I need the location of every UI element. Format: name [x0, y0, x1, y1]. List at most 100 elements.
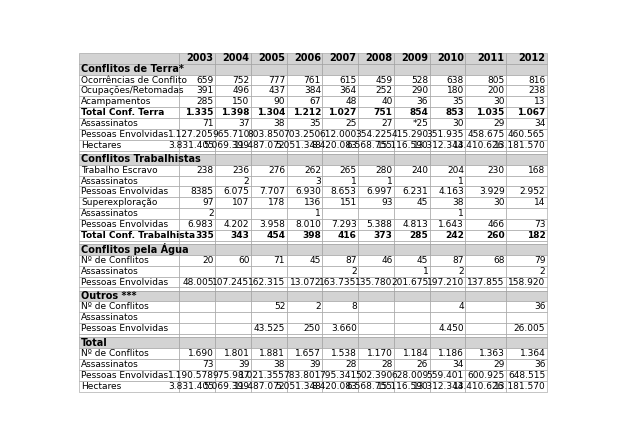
- Bar: [506, 129, 547, 140]
- Bar: [394, 96, 430, 107]
- Text: Total Conf. Trabalhista: Total Conf. Trabalhista: [81, 231, 195, 240]
- Text: 35: 35: [310, 119, 321, 128]
- Bar: [430, 334, 465, 337]
- Text: Assassinatos: Assassinatos: [81, 267, 138, 276]
- Text: 364: 364: [339, 86, 356, 95]
- Text: 454: 454: [266, 231, 285, 240]
- Bar: [215, 287, 251, 290]
- Bar: [79, 85, 179, 96]
- Bar: [358, 219, 394, 230]
- Bar: [322, 151, 358, 154]
- Bar: [79, 208, 179, 219]
- Bar: [322, 255, 358, 266]
- Bar: [394, 381, 430, 392]
- Bar: [287, 301, 322, 312]
- Bar: [430, 53, 465, 64]
- Text: 13.181.570: 13.181.570: [494, 381, 545, 391]
- Text: 1: 1: [458, 209, 464, 218]
- Bar: [79, 277, 179, 287]
- Bar: [79, 154, 179, 165]
- Text: 4.202: 4.202: [224, 220, 250, 229]
- Bar: [506, 140, 547, 151]
- Bar: [358, 165, 394, 176]
- Text: 3.831.405: 3.831.405: [168, 381, 214, 391]
- Bar: [79, 323, 179, 334]
- Text: 168: 168: [528, 165, 545, 175]
- Bar: [287, 187, 322, 198]
- Text: 79: 79: [534, 256, 545, 265]
- Text: 6.930: 6.930: [295, 187, 321, 196]
- Bar: [430, 219, 465, 230]
- Text: 6.568.755: 6.568.755: [346, 381, 392, 391]
- Text: 262: 262: [304, 165, 321, 175]
- Bar: [179, 154, 215, 165]
- Bar: [179, 176, 215, 187]
- Bar: [215, 301, 251, 312]
- Bar: [215, 219, 251, 230]
- Bar: [287, 230, 322, 241]
- Text: Pessoas Envolvidas: Pessoas Envolvidas: [81, 130, 168, 139]
- Text: 36: 36: [534, 302, 545, 312]
- Text: 1.538: 1.538: [331, 349, 356, 358]
- Bar: [358, 287, 394, 290]
- Bar: [506, 290, 547, 301]
- Text: 752: 752: [233, 76, 250, 84]
- Bar: [215, 129, 251, 140]
- Bar: [394, 176, 430, 187]
- Bar: [506, 266, 547, 277]
- Text: 29: 29: [493, 360, 504, 369]
- Text: 354.225: 354.225: [355, 130, 392, 139]
- Bar: [358, 154, 394, 165]
- Bar: [322, 241, 358, 244]
- Bar: [506, 370, 547, 381]
- Bar: [322, 323, 358, 334]
- Bar: [79, 219, 179, 230]
- Bar: [394, 53, 430, 64]
- Bar: [322, 187, 358, 198]
- Bar: [251, 312, 287, 323]
- Bar: [251, 244, 287, 255]
- Text: 38: 38: [453, 198, 464, 207]
- Bar: [79, 64, 179, 74]
- Bar: [430, 198, 465, 208]
- Bar: [506, 277, 547, 287]
- Text: 73: 73: [202, 360, 214, 369]
- Bar: [287, 312, 322, 323]
- Bar: [251, 277, 287, 287]
- Text: 151: 151: [339, 198, 356, 207]
- Bar: [179, 323, 215, 334]
- Text: 335: 335: [195, 231, 214, 240]
- Bar: [287, 151, 322, 154]
- Bar: [394, 277, 430, 287]
- Bar: [506, 165, 547, 176]
- Bar: [465, 85, 506, 96]
- Bar: [251, 154, 287, 165]
- Bar: [394, 198, 430, 208]
- Bar: [79, 140, 179, 151]
- Bar: [287, 85, 322, 96]
- Bar: [506, 219, 547, 230]
- Bar: [322, 53, 358, 64]
- Text: Assassinatos: Assassinatos: [81, 209, 138, 218]
- Bar: [79, 370, 179, 381]
- Bar: [465, 129, 506, 140]
- Bar: [465, 165, 506, 176]
- Text: 39: 39: [310, 360, 321, 369]
- Text: 93: 93: [381, 198, 392, 207]
- Text: 290: 290: [411, 86, 428, 95]
- Bar: [394, 290, 430, 301]
- Text: 528: 528: [411, 76, 428, 84]
- Bar: [251, 165, 287, 176]
- Bar: [322, 85, 358, 96]
- Text: 6.568.755: 6.568.755: [346, 141, 392, 150]
- Bar: [430, 301, 465, 312]
- Text: 2: 2: [351, 267, 356, 276]
- Bar: [251, 287, 287, 290]
- Bar: [179, 165, 215, 176]
- Bar: [506, 176, 547, 187]
- Bar: [465, 301, 506, 312]
- Bar: [179, 187, 215, 198]
- Text: 162.315: 162.315: [248, 278, 285, 286]
- Bar: [394, 370, 430, 381]
- Bar: [322, 140, 358, 151]
